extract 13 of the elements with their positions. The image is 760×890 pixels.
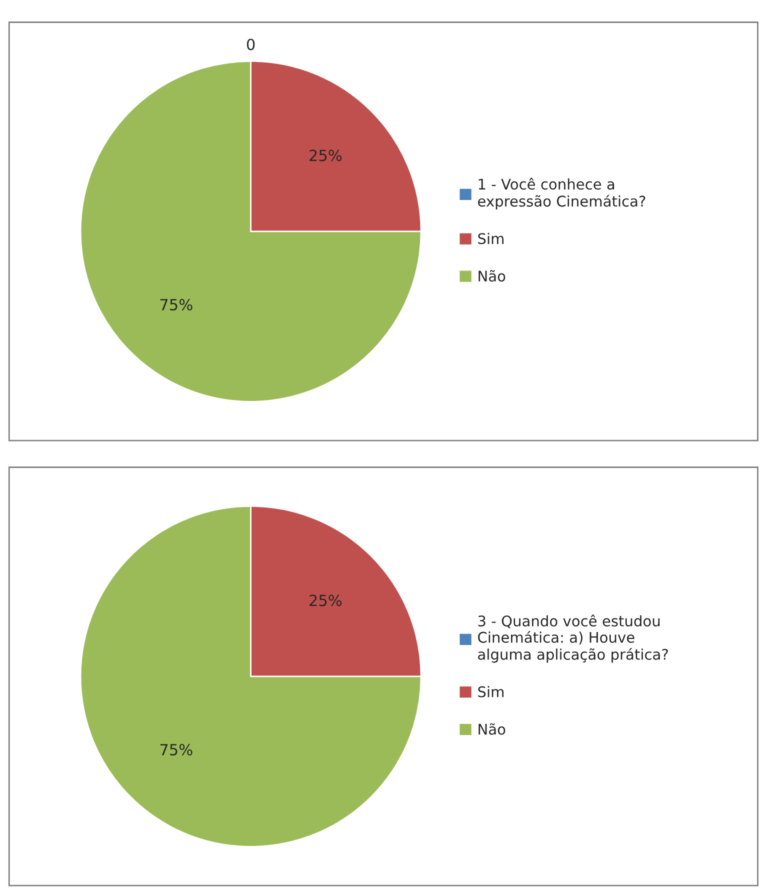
data-label: 75% <box>160 744 192 756</box>
data-label: 25% <box>310 594 342 606</box>
text: 0 <box>246 38 255 50</box>
data-label: 25% <box>310 150 342 162</box>
legend-label: Sim <box>478 232 504 244</box>
pie-slice <box>80 60 422 402</box>
legend-label: 3 - Quando você estudou Cinemática: a) Houve alguma aplicação prática? <box>478 614 668 663</box>
legend-label: 1 - Você conhece a expressão Cinemática? <box>478 178 646 210</box>
legend-label: Não <box>478 270 506 282</box>
data-label: 75% <box>160 298 192 310</box>
pie-slice <box>80 505 422 848</box>
legend-label: Não <box>478 723 506 735</box>
legend-label: Sim <box>478 686 504 698</box>
